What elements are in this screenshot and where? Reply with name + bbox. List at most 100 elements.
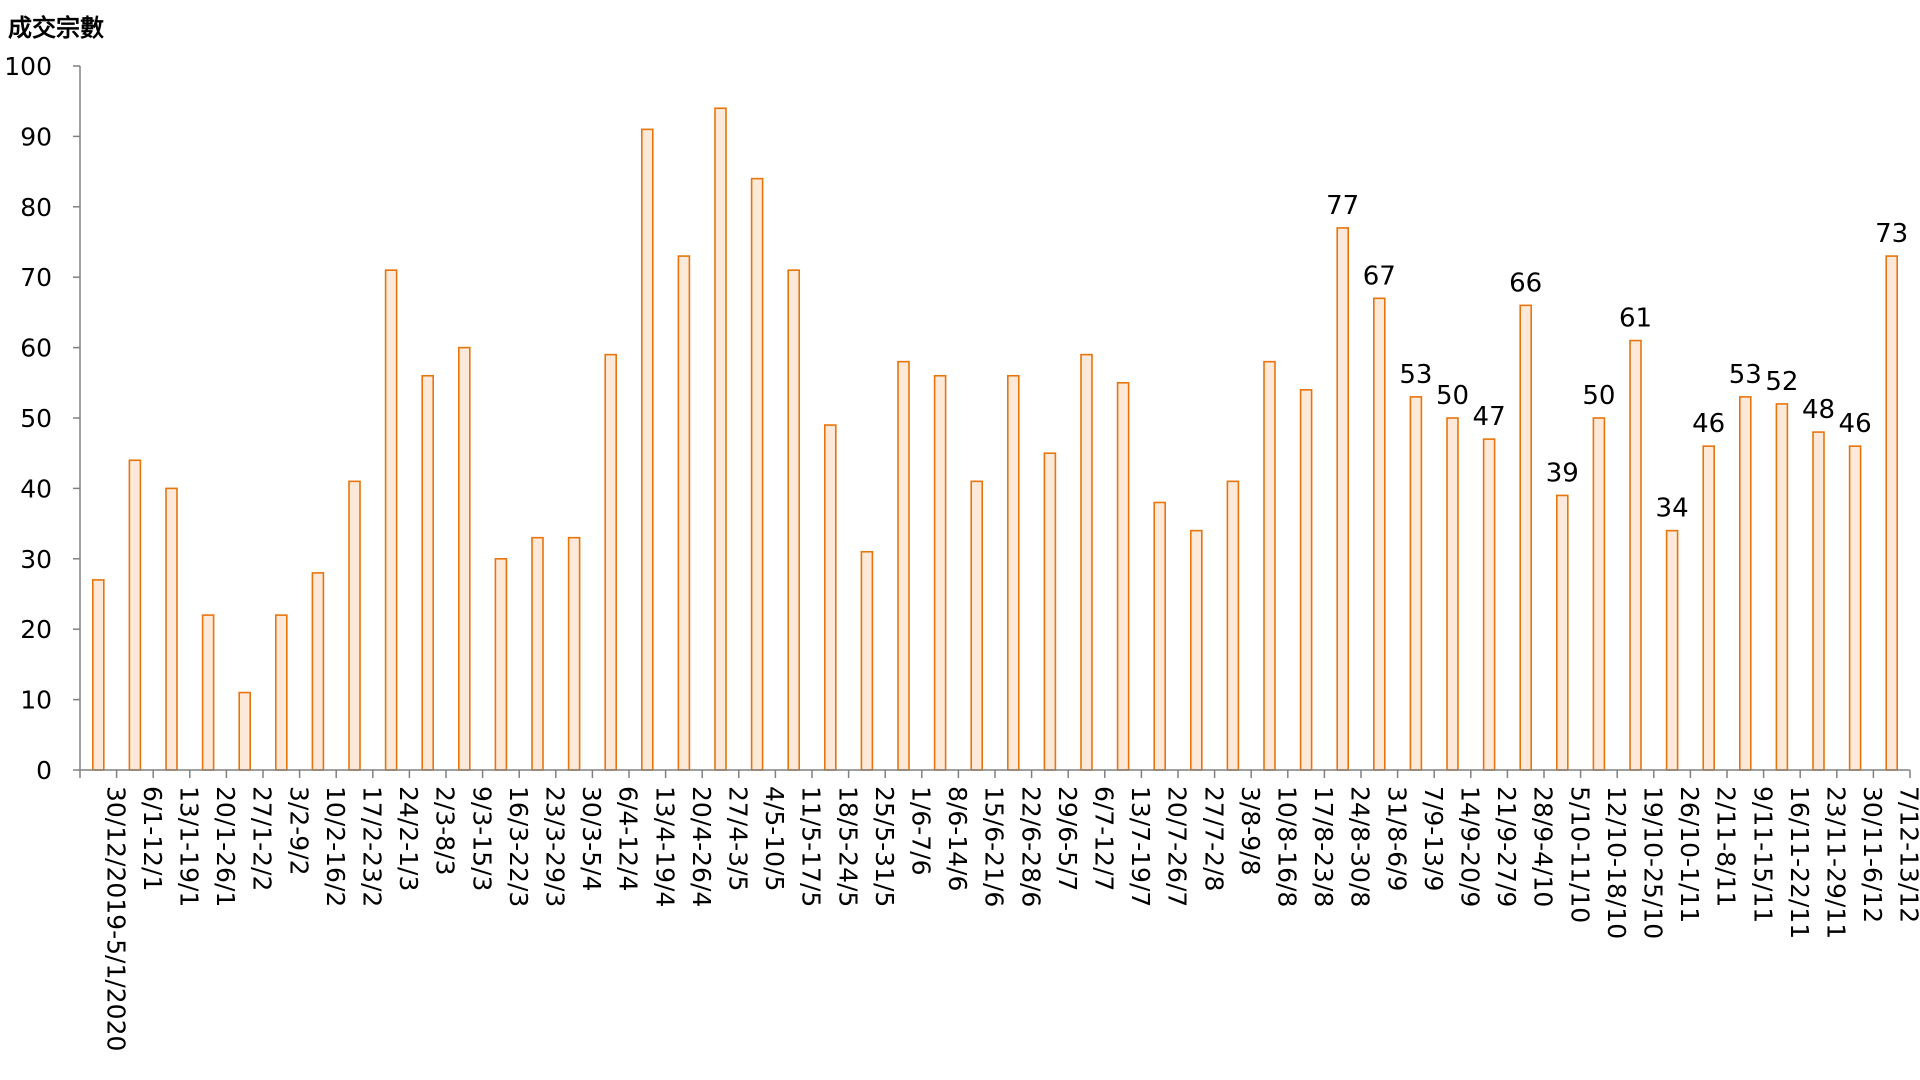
y-tick-label: 10 xyxy=(20,686,52,715)
x-tick-label: 13/4-19/4 xyxy=(650,786,679,907)
x-tick-label: 2/11-8/11 xyxy=(1712,786,1741,907)
bar xyxy=(1592,417,1606,771)
data-label: 47 xyxy=(1473,402,1506,432)
bar xyxy=(567,536,581,771)
bar xyxy=(640,128,654,771)
data-label: 39 xyxy=(1546,458,1579,488)
data-label: 46 xyxy=(1839,409,1872,439)
x-tick-label: 1/6-7/6 xyxy=(907,786,936,876)
bar xyxy=(604,353,618,771)
x-tick-label: 16/3-22/3 xyxy=(504,786,533,907)
bar xyxy=(897,360,910,771)
x-tick-label: 12/10-18/10 xyxy=(1602,786,1631,939)
x-tick-label: 10/2-16/2 xyxy=(321,786,350,907)
x-tick-label: 15/6-21/6 xyxy=(980,786,1009,907)
y-tick-label: 90 xyxy=(20,122,52,151)
x-tick-label: 8/6-14/6 xyxy=(943,786,972,891)
x-tick-label: 30/3-5/4 xyxy=(577,786,606,891)
y-tick-label: 60 xyxy=(20,334,52,363)
bar xyxy=(1299,389,1313,771)
y-tick-label: 30 xyxy=(20,545,52,574)
bar xyxy=(1190,529,1203,771)
x-tick-label: 7/9-13/9 xyxy=(1419,786,1448,891)
bar xyxy=(1043,452,1057,771)
bar xyxy=(787,269,801,771)
x-tick-label: 2/3-8/3 xyxy=(431,786,460,876)
bar xyxy=(494,557,508,771)
x-tick-label: 29/6-5/7 xyxy=(1053,786,1082,891)
data-label: 34 xyxy=(1656,494,1689,524)
bar xyxy=(1446,417,1459,771)
bar xyxy=(1556,494,1569,771)
data-label: 73 xyxy=(1875,219,1908,249)
bar xyxy=(1739,396,1752,771)
x-tick-label: 3/8-9/8 xyxy=(1236,786,1265,876)
x-tick-label: 24/2-1/3 xyxy=(394,786,423,891)
x-tick-label: 26/10-1/11 xyxy=(1675,786,1704,923)
x-tick-label: 18/5-24/5 xyxy=(833,786,862,907)
x-tick-label: 6/4-12/4 xyxy=(614,786,643,891)
x-tick-label: 16/11-22/11 xyxy=(1785,786,1814,939)
y-tick-label: 100 xyxy=(4,52,52,81)
data-label: 61 xyxy=(1619,304,1652,334)
bar xyxy=(457,346,471,771)
y-tick-label: 50 xyxy=(20,404,52,433)
bar xyxy=(677,255,691,771)
x-tick-label: 30/12/2019-5/1/2020 xyxy=(101,786,130,1051)
y-tick-label: 0 xyxy=(36,756,52,785)
bar xyxy=(384,269,398,771)
x-tick-label: 13/7-19/7 xyxy=(1126,786,1155,907)
x-tick-label: 22/6-28/6 xyxy=(1016,786,1045,907)
data-label: 52 xyxy=(1765,367,1798,397)
bar xyxy=(311,572,325,771)
bar xyxy=(1702,445,1715,771)
data-label: 77 xyxy=(1326,191,1359,221)
x-tick-label: 27/7-2/8 xyxy=(1199,786,1228,891)
bar xyxy=(348,480,361,771)
x-tick-label: 5/10-11/10 xyxy=(1565,786,1594,923)
bar xyxy=(1775,403,1789,771)
bar xyxy=(128,459,142,771)
bar xyxy=(1848,445,1862,771)
bar xyxy=(92,579,105,771)
bar xyxy=(1665,529,1679,771)
x-tick-label: 20/1-26/1 xyxy=(211,786,240,907)
x-tick-label: 31/8-6/9 xyxy=(1382,786,1411,891)
bar xyxy=(750,177,764,771)
bars xyxy=(92,107,1898,771)
data-label: 67 xyxy=(1363,261,1396,291)
bar xyxy=(933,374,947,771)
bar xyxy=(714,107,727,771)
x-tick-label: 17/2-23/2 xyxy=(358,786,387,907)
bar xyxy=(1226,480,1240,771)
bar xyxy=(274,614,288,771)
bar xyxy=(1885,255,1898,771)
bar xyxy=(421,374,435,771)
x-tick-label: 25/5-31/5 xyxy=(870,786,899,907)
x-tick-label: 23/11-29/11 xyxy=(1822,786,1851,939)
x-tick-label: 30/11-6/12 xyxy=(1858,786,1887,923)
bar xyxy=(1006,374,1020,771)
bar xyxy=(1409,396,1423,771)
x-tick-label: 4/5-10/5 xyxy=(760,786,789,891)
bar xyxy=(165,487,178,771)
x-tick-label: 7/12-13/12 xyxy=(1895,786,1920,923)
x-tick-label: 9/11-15/11 xyxy=(1748,786,1777,923)
data-label: 66 xyxy=(1509,268,1542,298)
x-tick-label: 24/8-30/8 xyxy=(1346,786,1375,907)
x-tick-label: 19/10-25/10 xyxy=(1639,786,1668,939)
y-tick-label: 40 xyxy=(20,474,52,503)
y-axis-title: 成交宗數 xyxy=(8,14,104,42)
x-tick-label: 27/1-2/2 xyxy=(248,786,277,891)
x-tick-label: 13/1-19/1 xyxy=(175,786,204,907)
bar xyxy=(238,691,251,771)
data-label: 53 xyxy=(1729,360,1762,390)
bar xyxy=(1116,381,1130,771)
x-tick-label: 9/3-15/3 xyxy=(467,786,496,891)
bar xyxy=(201,614,215,771)
data-label: 50 xyxy=(1436,381,1469,411)
data-label: 48 xyxy=(1802,395,1835,425)
x-tick-label: 20/4-26/4 xyxy=(687,786,716,907)
